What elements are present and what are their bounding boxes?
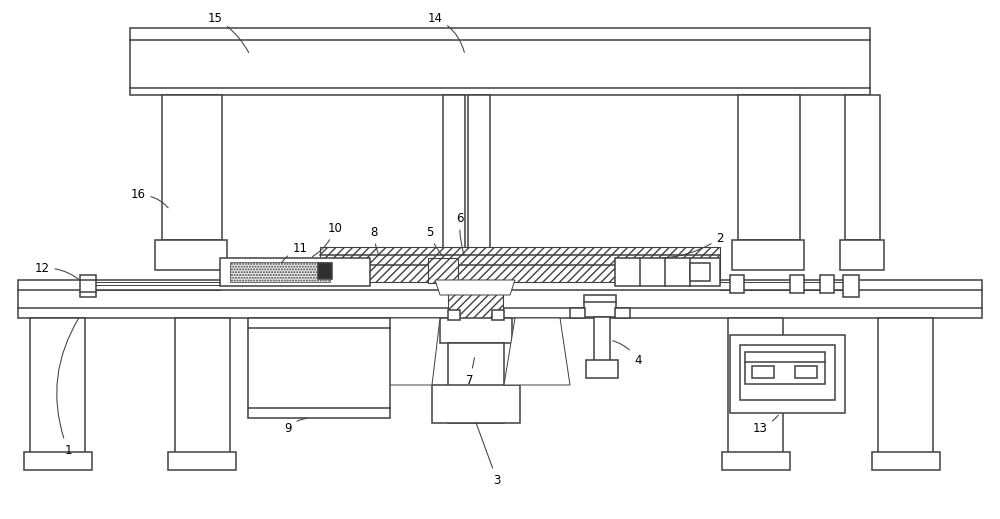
Text: 10: 10 — [312, 222, 342, 256]
Bar — [440, 318, 512, 343]
Bar — [492, 310, 504, 320]
Bar — [428, 258, 458, 283]
Text: 2: 2 — [663, 231, 724, 258]
Bar — [690, 263, 710, 281]
Text: 11: 11 — [282, 241, 308, 263]
Bar — [318, 263, 332, 279]
Bar — [220, 258, 370, 286]
Bar — [30, 318, 85, 466]
Bar — [586, 360, 618, 378]
Bar — [584, 295, 616, 317]
Bar — [570, 308, 585, 318]
Text: 3: 3 — [476, 422, 501, 486]
Bar — [162, 95, 222, 240]
Text: 6: 6 — [456, 212, 464, 255]
Bar — [80, 275, 96, 297]
Bar — [175, 318, 230, 466]
Bar — [843, 275, 859, 297]
Bar — [18, 280, 982, 318]
Bar — [740, 345, 835, 400]
Bar — [732, 240, 804, 270]
Bar — [24, 452, 92, 470]
Bar — [448, 343, 504, 423]
Text: 7: 7 — [466, 358, 474, 387]
Bar — [840, 240, 884, 270]
Polygon shape — [435, 280, 515, 295]
Bar — [443, 95, 465, 275]
Bar — [730, 335, 845, 413]
Bar — [168, 452, 236, 470]
Text: 4: 4 — [613, 341, 642, 366]
Text: 12: 12 — [34, 262, 80, 280]
Text: 16: 16 — [130, 188, 168, 208]
Bar — [230, 262, 330, 282]
Bar — [130, 28, 870, 95]
Bar — [448, 280, 503, 335]
Polygon shape — [504, 318, 570, 385]
Text: 5: 5 — [426, 225, 443, 256]
Bar — [738, 95, 800, 240]
Text: 8: 8 — [370, 225, 379, 255]
Text: 9: 9 — [284, 418, 307, 434]
Bar — [878, 318, 933, 466]
Text: 13: 13 — [753, 415, 778, 434]
Bar — [320, 247, 720, 282]
Bar — [432, 385, 520, 423]
Bar — [615, 308, 630, 318]
Text: 1: 1 — [57, 318, 79, 457]
Bar — [728, 318, 783, 466]
Bar — [872, 452, 940, 470]
Bar — [845, 95, 880, 240]
Bar — [795, 366, 817, 378]
Bar — [594, 317, 610, 372]
Bar — [448, 310, 460, 320]
Bar — [820, 275, 834, 293]
Text: 15: 15 — [208, 11, 249, 52]
Polygon shape — [370, 318, 440, 385]
Bar — [745, 352, 825, 384]
Bar — [730, 275, 744, 293]
Bar — [752, 366, 774, 378]
Bar — [722, 452, 790, 470]
Bar — [248, 318, 390, 418]
Text: 14: 14 — [428, 11, 464, 52]
Bar — [790, 275, 804, 293]
Bar — [615, 258, 720, 286]
Bar — [155, 240, 227, 270]
Bar — [468, 95, 490, 275]
